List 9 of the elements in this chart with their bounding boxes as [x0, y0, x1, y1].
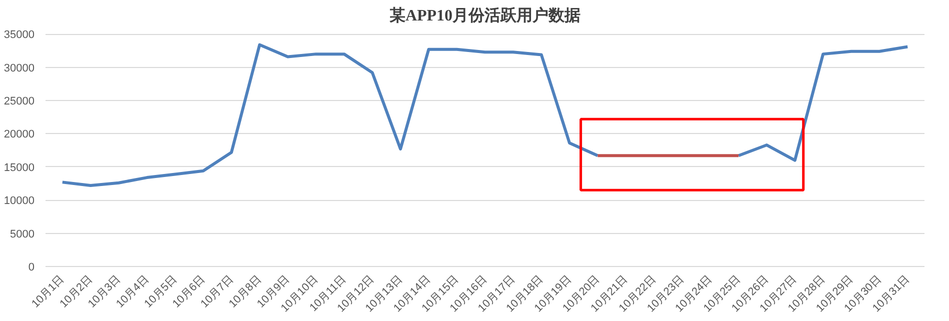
y-tick-label: 5000 [10, 228, 35, 240]
chart-title: 某APP10月份活跃用户数据 [388, 6, 581, 24]
y-tick-label: 10000 [4, 195, 35, 208]
y-tick-label: 30000 [4, 62, 35, 74]
y-tick-label: 0 [28, 262, 35, 274]
y-tick-label: 15000 [4, 162, 35, 174]
y-tick-label: 35000 [4, 29, 35, 42]
y-tick-label: 20000 [4, 128, 35, 141]
y-tick-label: 25000 [4, 96, 35, 108]
